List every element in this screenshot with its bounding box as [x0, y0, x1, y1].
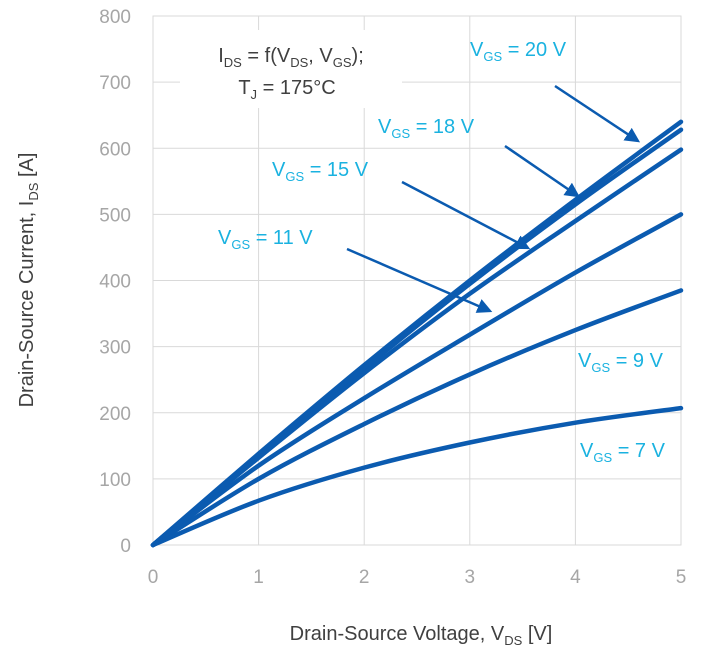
series-arrow-1 [504, 144, 581, 198]
x-tick-label: 4 [570, 567, 581, 588]
series-arrow-0 [554, 84, 641, 143]
series-line-5 [150, 405, 684, 548]
y-tick-label: 300 [99, 338, 131, 359]
y-tick-label: 800 [99, 7, 131, 28]
y-tick-label: 700 [99, 73, 131, 94]
y-tick-label: 500 [99, 205, 131, 226]
series-arrow-2 [401, 180, 531, 250]
series-label-4: VGS = 9 V [578, 350, 664, 375]
series-arrow-3 [346, 247, 493, 313]
y-tick-label: 200 [99, 404, 131, 425]
annotation-background [180, 30, 402, 108]
x-tick-label: 1 [253, 567, 264, 588]
y-tick-label: 600 [99, 139, 131, 160]
x-tick-label: 3 [465, 567, 476, 588]
x-axis-title: Drain-Source Voltage, VDS [V] [290, 623, 553, 648]
y-tick-label: 0 [120, 536, 131, 557]
series-line-4 [150, 288, 684, 548]
x-tick-label: 2 [359, 567, 370, 588]
series-line-2 [150, 147, 684, 548]
series-line-3 [150, 212, 684, 548]
x-tick-label: 5 [676, 567, 687, 588]
annotation-line-1: IDS = f(VDS, VGS); [218, 45, 364, 70]
series-label-1: VGS = 18 V [378, 116, 475, 141]
series-label-3: VGS = 11 V [218, 227, 313, 252]
y-tick-label: 400 [99, 272, 131, 293]
series-label-2: VGS = 15 V [272, 159, 369, 184]
annotation-line-2: TJ = 175°C [238, 77, 335, 102]
series-label-0: VGS = 20 V [470, 39, 567, 64]
y-axis-title: Drain-Source Current, IDS [A] [16, 153, 41, 408]
x-tick-label: 0 [148, 567, 159, 588]
series-labels: VGS = 20 V VGS = 18 V VGS = 15 V VGS = 11 V… [218, 39, 666, 465]
series-label-5: VGS = 7 V [580, 440, 666, 465]
series-lines [150, 119, 684, 548]
y-tick-label: 100 [99, 470, 131, 491]
tick-labels: 0 100 200 300 400 500 600 700 800 0 1 2 3 4 5 [99, 7, 686, 588]
